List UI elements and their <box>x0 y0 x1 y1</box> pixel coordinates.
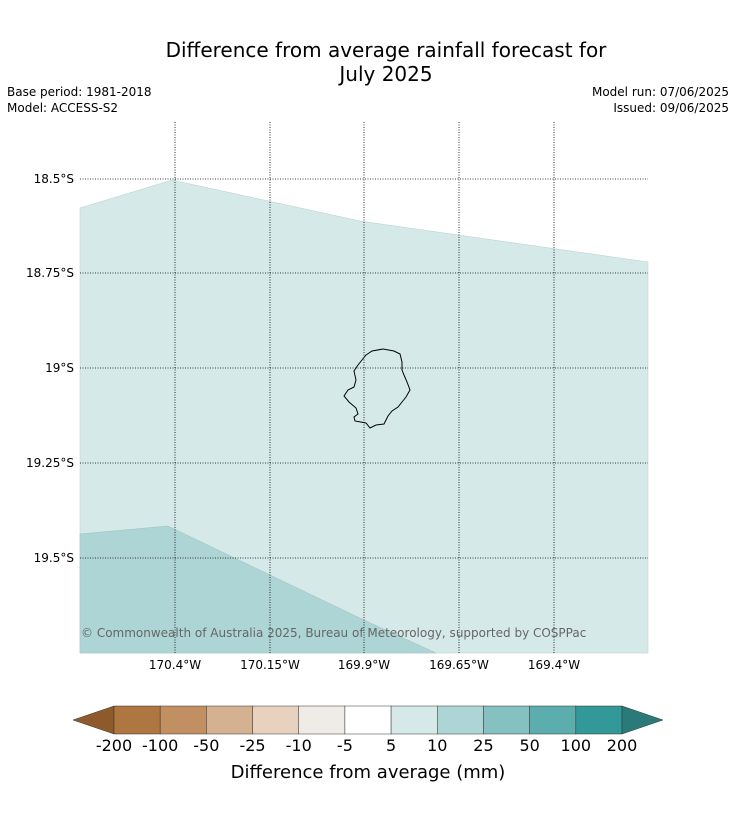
title-line-2: July 2025 <box>339 62 433 86</box>
base-period: Base period: 1981-2018 <box>7 85 152 99</box>
colorbar-tick-label: 200 <box>607 736 638 755</box>
colorbar <box>72 705 664 735</box>
colorbar-arrow-left <box>72 705 115 735</box>
lon-label-170-15: 170.15°W <box>240 658 300 672</box>
colorbar-tick-label: -10 <box>286 736 312 755</box>
colorbar-segment <box>206 705 253 735</box>
colorbar-tick-label: -200 <box>96 736 132 755</box>
colorbar-segment <box>437 705 484 735</box>
model-run: Model run: 07/06/2025 <box>591 85 729 99</box>
colorbar-tick-label: -5 <box>337 736 353 755</box>
lat-label-19: 19°S <box>45 361 74 375</box>
lat-label-19-25: 19.25°S <box>26 456 74 470</box>
colorbar-segment <box>113 705 161 735</box>
model-name: Model: ACCESS-S2 <box>7 101 119 115</box>
gridlines <box>80 122 648 653</box>
colorbar-tick-label: 5 <box>386 736 396 755</box>
colorbar-tick-label: 100 <box>561 736 592 755</box>
colorbar-segment <box>298 705 346 735</box>
issued-date: Issued: 09/06/2025 <box>613 101 729 115</box>
meta-left: Base period: 1981-2018 Model: ACCESS-S2 <box>7 84 152 116</box>
colorbar-tick-label: -25 <box>239 736 265 755</box>
lon-label-169-65: 169.65°W <box>429 658 489 672</box>
title-line-1: Difference from average rainfall forecas… <box>165 38 607 62</box>
colorbar-segment <box>390 705 438 735</box>
map-title: Difference from average rainfall forecas… <box>0 38 736 86</box>
colorbar-segment <box>575 705 623 735</box>
copyright-notice: © Commonwealth of Australia 2025, Bureau… <box>81 626 587 640</box>
lon-label-170-4: 170.4°W <box>149 658 201 672</box>
lat-labels: 18.5°S 18.75°S 19°S 19.25°S 19.5°S <box>26 172 74 565</box>
colorbar-segment <box>483 705 530 735</box>
colorbar-ticks: -200 -100 -50 -25 -10 -5 5 10 25 50 100 200 <box>96 736 637 755</box>
lat-label-19-5: 19.5°S <box>34 551 74 565</box>
colorbar-segment <box>344 705 392 735</box>
lon-label-169-4: 169.4°W <box>528 658 580 672</box>
lon-labels: 170.4°W 170.15°W 169.9°W 169.65°W 169.4°… <box>149 658 580 672</box>
lat-label-18-75: 18.75°S <box>26 266 74 280</box>
colorbar-tick-label: -100 <box>142 736 178 755</box>
colorbar-tick-label: 25 <box>473 736 493 755</box>
island-outline <box>343 348 411 429</box>
colorbar-tick-label: 50 <box>519 736 539 755</box>
colorbar-segment <box>252 705 299 735</box>
colorbar-arrow-right <box>621 705 664 735</box>
colorbar-tick-label: -50 <box>193 736 219 755</box>
colorbar-title: Difference from average (mm) <box>230 762 506 783</box>
colorbar-segment <box>529 705 577 735</box>
colorbar-tick-label: 10 <box>427 736 447 755</box>
lat-label-18-5: 18.5°S <box>34 172 74 186</box>
lon-label-169-9: 169.9°W <box>338 658 390 672</box>
map-fill <box>79 179 649 654</box>
colorbar-segment <box>159 705 207 735</box>
meta-right: Model run: 07/06/2025 Issued: 09/06/2025 <box>592 84 729 116</box>
